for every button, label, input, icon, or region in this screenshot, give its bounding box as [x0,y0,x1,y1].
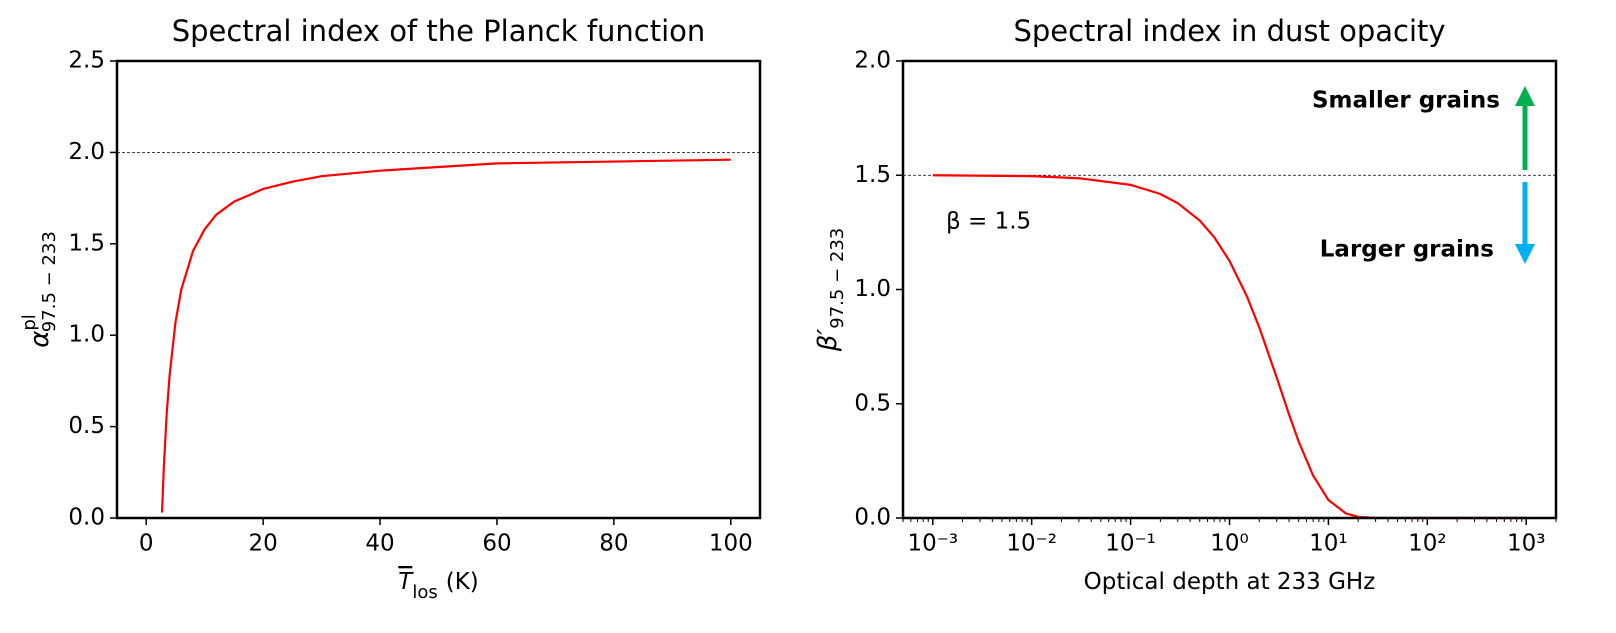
y-tick-label: 2.0 [854,48,891,74]
y-label-symbol: β′ [813,329,843,353]
y-tick-label: 0.0 [854,505,891,531]
y-label-symbol: α [25,331,55,348]
x-tick-label: 10⁰ [1210,531,1249,557]
x-label-symbol: T [398,569,414,595]
y-label-sub: 97.5 − 233 [39,231,60,332]
plot-frame [115,59,762,520]
x-tick-label: 80 [599,531,628,557]
y-tick-label: 2.0 [68,139,105,165]
x-tick-label: 10² [1408,531,1447,557]
x-tick-label: 0 [139,531,154,557]
y-tick-label: 1.5 [854,162,891,188]
annotation: Larger grains [1320,237,1494,263]
x-tick-label: 10¹ [1309,531,1348,557]
x-label-sub: los [412,582,437,603]
y-tick-label: 0.5 [68,413,105,439]
data-line [932,174,1527,520]
y-tick-label: 2.5 [68,48,105,74]
y-axis-label: αpl97.5 − 233 [19,231,60,348]
chart-title: Spectral index in dust opacity [1013,14,1445,48]
data-line [160,158,731,513]
y-tick-label: 0.0 [68,505,105,531]
y-label-sup: pl [19,314,40,330]
y-label-sub: 97.5 − 233 [827,228,848,329]
x-axis-label: Optical depth at 233 GHz [1084,569,1376,595]
x-tick-label: 20 [248,531,277,557]
y-axis-label: β′97.5 − 233 [813,228,849,352]
annotation: β = 1.5 [946,209,1031,235]
x-tick-label: 40 [365,531,394,557]
x-label-text: Optical depth at 233 GHz [1084,569,1376,595]
plot-frame [901,59,1558,520]
y-tick-label: 0.5 [854,390,891,416]
x-axis-label: Tlos (K) [398,569,479,603]
chart-title: Spectral index of the Planck function [172,14,706,48]
x-tick-label: 100 [709,531,753,557]
x-tick-label: 60 [482,531,511,557]
x-tick-label: 10⁻¹ [1105,531,1156,557]
y-tick-label: 1.0 [854,276,891,302]
x-tick-label: 10⁻³ [907,531,958,557]
y-tick-label: 1.5 [68,230,105,256]
annotation: Smaller grains [1312,88,1500,114]
x-label-unit: (K) [446,569,479,595]
x-tick-label: 10⁻² [1006,531,1057,557]
y-tick-label: 1.0 [68,322,105,348]
x-tick-label: 10³ [1507,531,1546,557]
